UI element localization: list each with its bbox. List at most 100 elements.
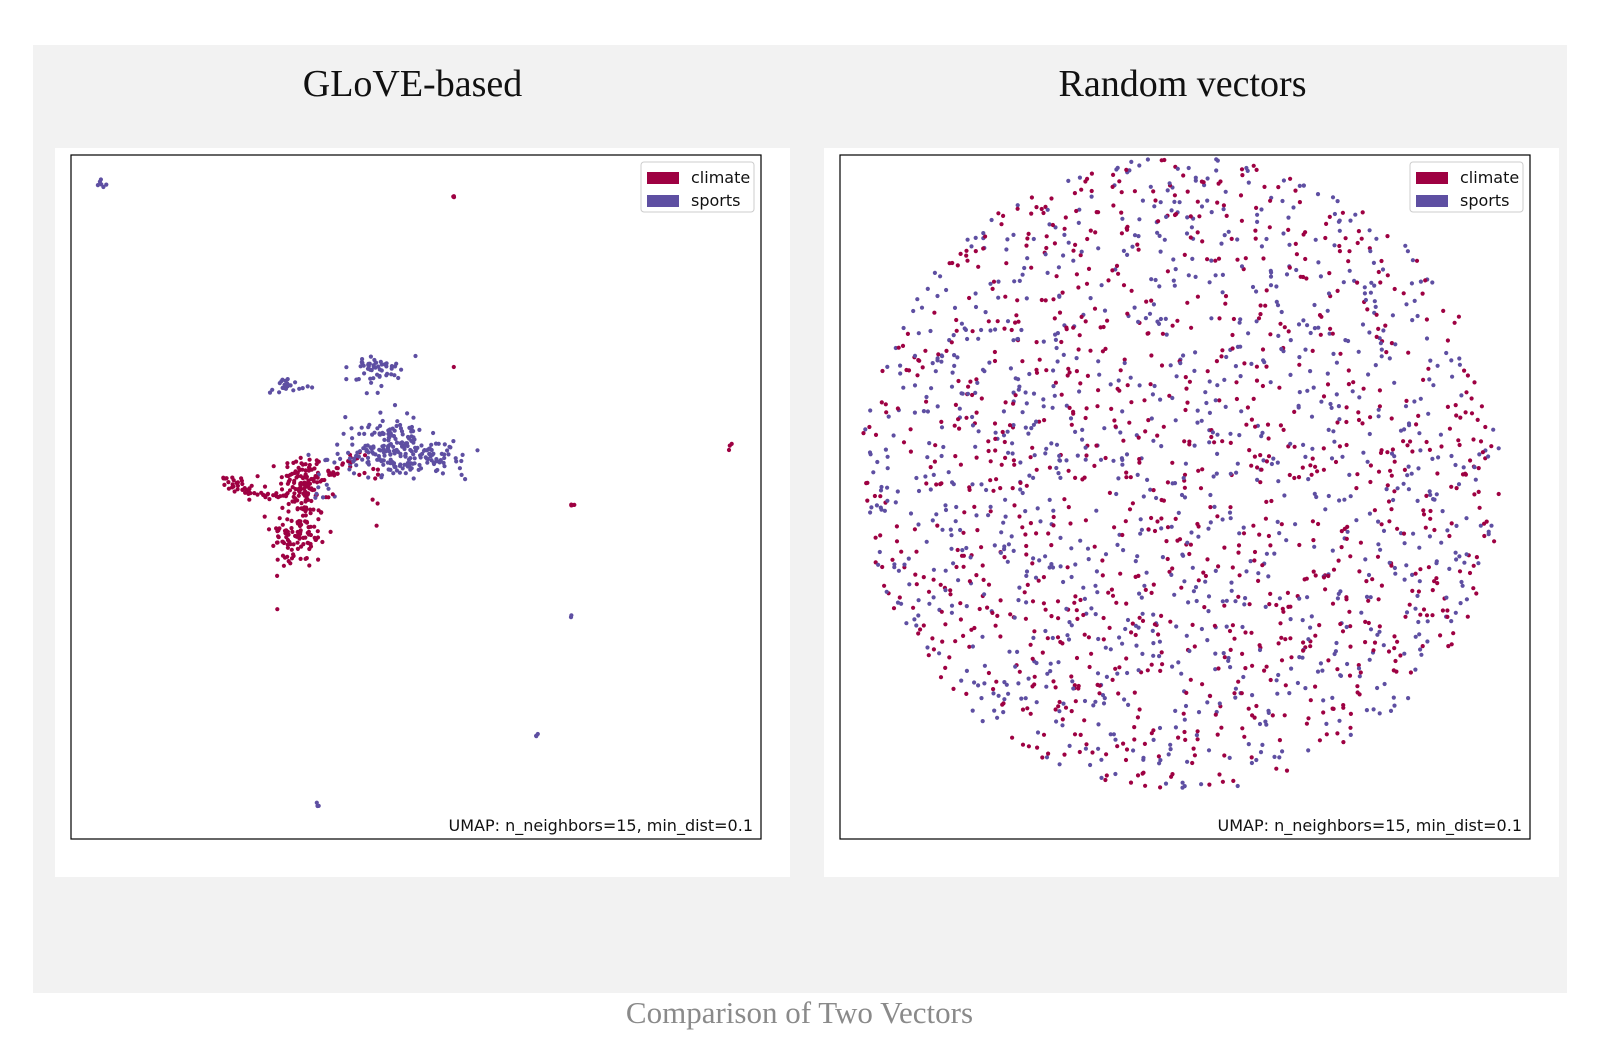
scatter-point-climate bbox=[299, 522, 304, 527]
scatter-point-sports bbox=[1222, 377, 1227, 382]
scatter-point-climate bbox=[307, 457, 312, 462]
scatter-point-climate bbox=[1114, 600, 1119, 605]
scatter-point-sports bbox=[1464, 552, 1469, 557]
scatter-point-sports bbox=[1212, 504, 1217, 509]
scatter-point-climate bbox=[1344, 536, 1349, 541]
scatter-point-climate bbox=[1368, 463, 1373, 468]
scatter-point-climate bbox=[1318, 332, 1323, 337]
scatter-point-climate bbox=[1249, 755, 1254, 760]
scatter-point-sports bbox=[535, 731, 540, 737]
scatter-point-sports bbox=[1031, 556, 1036, 561]
scatter-point-sports bbox=[1347, 268, 1352, 273]
scatter-point-sports bbox=[1001, 520, 1006, 525]
scatter-point-sports bbox=[1047, 565, 1052, 570]
scatter-point-sports bbox=[1020, 490, 1025, 496]
scatter-point-climate bbox=[295, 546, 300, 551]
scatter-point-climate bbox=[1237, 573, 1242, 578]
scatter-point-sports bbox=[1057, 458, 1062, 463]
scatter-point-climate bbox=[1279, 658, 1285, 663]
scatter-point-climate bbox=[322, 477, 327, 483]
scatter-point-sports bbox=[982, 681, 987, 686]
scatter-point-climate bbox=[932, 310, 937, 315]
scatter-point-climate bbox=[1371, 648, 1376, 653]
scatter-point-sports bbox=[1305, 388, 1310, 393]
scatter-point-sports bbox=[1374, 236, 1379, 241]
scatter-point-sports bbox=[447, 444, 452, 449]
scatter-point-sports bbox=[939, 425, 945, 430]
scatter-point-sports bbox=[1011, 423, 1016, 428]
scatter-point-climate bbox=[1348, 644, 1353, 649]
scatter-point-climate bbox=[1074, 369, 1079, 374]
scatter-point-sports bbox=[1402, 541, 1407, 546]
scatter-point-sports bbox=[1096, 636, 1101, 642]
scatter-point-sports bbox=[1376, 542, 1381, 547]
scatter-point-sports bbox=[965, 391, 971, 396]
scatter-point-climate bbox=[985, 605, 990, 610]
scatter-point-sports bbox=[1337, 417, 1342, 422]
scatter-point-sports bbox=[1367, 228, 1372, 233]
scatter-point-climate bbox=[1379, 258, 1384, 264]
scatter-point-sports bbox=[351, 471, 357, 476]
scatter-point-sports bbox=[906, 556, 911, 561]
scatter-point-sports bbox=[925, 286, 930, 291]
scatter-point-sports bbox=[1157, 654, 1162, 659]
scatter-point-climate bbox=[977, 606, 982, 612]
scatter-point-sports bbox=[1011, 338, 1016, 343]
scatter-point-climate bbox=[1151, 189, 1156, 194]
scatter-point-climate bbox=[1085, 176, 1090, 181]
scatter-point-sports bbox=[1171, 257, 1176, 262]
scatter-point-sports bbox=[1362, 285, 1367, 290]
scatter-point-sports bbox=[1365, 459, 1370, 464]
scatter-point-sports bbox=[1228, 431, 1233, 436]
scatter-point-climate bbox=[1124, 747, 1130, 752]
scatter-point-sports bbox=[954, 504, 959, 510]
scatter-point-climate bbox=[1195, 230, 1200, 235]
scatter-point-climate bbox=[957, 426, 962, 431]
scatter-point-climate bbox=[1311, 538, 1316, 543]
scatter-point-sports bbox=[1137, 591, 1142, 596]
scatter-point-climate bbox=[1115, 386, 1120, 391]
scatter-point-climate bbox=[1478, 439, 1484, 444]
scatter-point-sports bbox=[1015, 649, 1020, 654]
scatter-point-climate bbox=[1313, 464, 1318, 469]
scatter-point-sports bbox=[442, 442, 447, 447]
scatter-point-sports bbox=[992, 543, 997, 548]
scatter-point-sports bbox=[1065, 633, 1070, 638]
scatter-point-climate bbox=[362, 470, 367, 476]
scatter-point-climate bbox=[1015, 206, 1020, 211]
scatter-point-climate bbox=[1066, 468, 1071, 473]
scatter-point-climate bbox=[285, 542, 290, 547]
scatter-point-climate bbox=[1283, 683, 1288, 688]
scatter-point-climate bbox=[1234, 380, 1239, 385]
scatter-point-climate bbox=[1463, 471, 1468, 476]
scatter-point-sports bbox=[1135, 472, 1140, 477]
scatter-point-climate bbox=[1372, 508, 1377, 513]
scatter-point-climate bbox=[1137, 457, 1142, 462]
scatter-point-sports bbox=[1045, 671, 1050, 676]
scatter-point-climate bbox=[965, 258, 970, 263]
scatter-point-climate bbox=[1276, 185, 1281, 190]
scatter-point-sports bbox=[460, 452, 465, 457]
scatter-point-climate bbox=[1065, 373, 1070, 378]
scatter-point-sports bbox=[1181, 475, 1186, 481]
scatter-point-sports bbox=[1100, 693, 1106, 698]
scatter-point-sports bbox=[362, 371, 367, 376]
scatter-point-sports bbox=[1444, 595, 1449, 600]
scatter-point-sports bbox=[1444, 350, 1449, 356]
scatter-point-sports bbox=[1205, 176, 1210, 181]
scatter-point-sports bbox=[413, 353, 418, 359]
scatter-point-climate bbox=[1073, 699, 1078, 704]
scatter-point-sports bbox=[1181, 553, 1186, 558]
scatter-point-climate bbox=[1242, 361, 1247, 366]
scatter-point-sports bbox=[1214, 471, 1219, 476]
scatter-point-sports bbox=[1382, 681, 1387, 687]
scatter-point-sports bbox=[1193, 585, 1199, 590]
scatter-point-sports bbox=[1041, 397, 1046, 402]
scatter-point-climate bbox=[1440, 608, 1445, 613]
scatter-point-climate bbox=[1110, 677, 1115, 683]
scatter-point-sports bbox=[1312, 326, 1317, 331]
scatter-point-sports bbox=[1166, 752, 1171, 757]
scatter-point-sports bbox=[1418, 396, 1423, 401]
scatter-point-sports bbox=[389, 372, 394, 377]
